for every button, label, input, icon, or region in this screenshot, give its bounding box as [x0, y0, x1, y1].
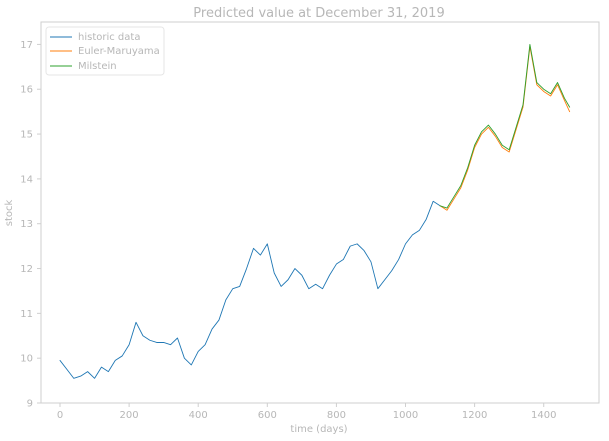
- x-tick-label: 1400: [531, 410, 556, 421]
- legend-box: [45, 26, 165, 76]
- chart-title: Predicted value at December 31, 2019: [193, 6, 444, 21]
- series-line-historic-data: [59, 200, 441, 379]
- series-line-milstein: [439, 43, 571, 209]
- legend-label-historic-data: historic data: [78, 32, 140, 43]
- plot-area: 0 200 400 600 800 1000 1200 1400 9 10 11 12 13 14 15 16…: [20, 21, 600, 421]
- y-tick-label: 15: [20, 130, 33, 141]
- y-tick-label: 14: [20, 174, 33, 185]
- y-tick-label: 13: [20, 219, 33, 230]
- y-tick-label: 11: [20, 309, 33, 320]
- y-tick-label: 17: [20, 40, 33, 51]
- x-tick-label: 200: [120, 410, 139, 421]
- x-tick-label: 400: [189, 410, 208, 421]
- legend-label-euler-maruyama: Euler-Maruyama: [78, 46, 160, 57]
- x-tick-label: 1000: [393, 410, 418, 421]
- y-tick-label: 16: [20, 85, 33, 96]
- series-layer: [59, 43, 571, 379]
- x-axis-label: time (days): [290, 424, 347, 435]
- plot-frame: [40, 21, 600, 404]
- x-tick-label: 0: [57, 410, 63, 421]
- x-tick-label: 800: [327, 410, 346, 421]
- legend-label-milstein: Milstein: [78, 61, 117, 72]
- series-line-euler-maruyama: [439, 46, 571, 211]
- y-tick-label: 9: [27, 399, 33, 410]
- y-axis-label: stock: [4, 200, 15, 227]
- legend: historic data Euler-Maruyama Milstein: [45, 26, 165, 76]
- tick-layer: 0 200 400 600 800 1000 1200 1400 9 10 11 12 13 14 15 16…: [20, 40, 556, 421]
- y-tick-label: 10: [20, 354, 33, 365]
- x-tick-label: 1200: [462, 410, 487, 421]
- y-tick-label: 12: [20, 264, 33, 275]
- x-tick-label: 600: [258, 410, 277, 421]
